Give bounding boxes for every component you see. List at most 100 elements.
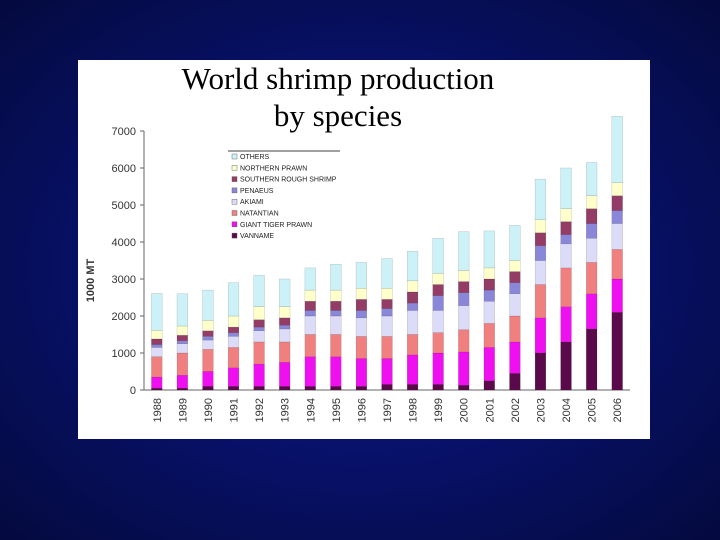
bar-segment (202, 320, 214, 332)
y-tick-label: 0 (130, 385, 136, 397)
bar-segment (483, 267, 495, 280)
bar-segment (458, 329, 470, 353)
bar-segment (586, 262, 598, 295)
bar-segment (381, 384, 393, 391)
bar-segment (611, 312, 623, 391)
bar-segment (279, 328, 291, 343)
bar-segment (560, 267, 572, 307)
bar-segment (611, 210, 623, 224)
bar-segment (151, 347, 163, 357)
x-tick-label: 1989 (177, 398, 189, 422)
bar-segment (253, 275, 265, 307)
bar-segment (151, 338, 163, 345)
bar-segment (586, 195, 598, 209)
bar-segment (509, 271, 521, 283)
bar-segment (458, 351, 470, 386)
y-tick-label: 2000 (112, 311, 136, 323)
bar-segment (458, 305, 470, 330)
legend-swatch (231, 232, 238, 239)
bar-segment (483, 278, 495, 291)
bar-segment (432, 295, 444, 311)
bar-segment (381, 258, 393, 289)
bar-segment (509, 341, 521, 374)
bar-segment (151, 344, 163, 348)
chart-title-line-2: by species (273, 98, 403, 133)
bar-segment (483, 380, 495, 391)
bar-segment (355, 358, 367, 387)
bar-segment (534, 260, 547, 285)
bar-segment (176, 340, 188, 344)
bar-segment (586, 208, 598, 224)
x-tick-label: 2005 (587, 398, 599, 422)
y-tick-label: 6000 (112, 163, 136, 175)
bar-segment (509, 293, 521, 317)
legend-entry: SOUTHERN ROUGH SHRIMP (240, 177, 337, 184)
bar-segment (534, 352, 547, 391)
bar-segment (355, 262, 367, 289)
bar-segment (407, 291, 419, 304)
bar-segment (330, 334, 342, 357)
bar-segment (176, 387, 188, 391)
bar-segment (560, 208, 572, 222)
bar-segment (330, 315, 342, 335)
x-tick-label: 1992 (254, 398, 266, 422)
bar-segment (151, 293, 163, 331)
x-tick-label: 2002 (510, 398, 522, 422)
bar-segment (330, 386, 342, 391)
bar-segment (279, 325, 291, 330)
bar-segment (202, 339, 214, 350)
bar-segment (355, 310, 367, 319)
bar-segment (611, 116, 623, 183)
bar-segment (509, 260, 521, 272)
bar-segment (381, 358, 393, 385)
bar-segment (509, 373, 521, 391)
bar-segment (432, 310, 444, 333)
bar-segment (560, 243, 572, 269)
bar-segment (151, 376, 163, 389)
bar-segment (330, 300, 342, 311)
bar-segment (227, 347, 240, 369)
bar-segment (534, 284, 547, 319)
x-tick-label: 1995 (331, 398, 343, 422)
bar-segment (279, 317, 291, 326)
bar-segment (227, 282, 240, 317)
bar-segment (330, 310, 342, 317)
bar-segment (534, 178, 547, 220)
bar-segment (227, 326, 240, 333)
bar-segment (227, 367, 240, 387)
x-tick-label: 1991 (229, 398, 241, 422)
bar-segment (407, 384, 419, 391)
x-tick-label: 1999 (433, 398, 445, 422)
legend-swatch (231, 187, 238, 194)
bar-segment (279, 341, 291, 363)
bar-segment (176, 293, 188, 327)
bar-segment (330, 263, 342, 291)
bar-segment (432, 384, 444, 391)
bar-segment (560, 306, 572, 343)
legend-entry: NATANTIAN (240, 211, 279, 218)
bar-segment (534, 245, 547, 261)
bar-segment (227, 315, 240, 328)
bar-segment (151, 387, 163, 391)
bar-segment (407, 302, 419, 311)
x-tick-label: 1997 (382, 398, 394, 422)
bar-segment (176, 343, 188, 354)
legend-entry: GIANT TIGER PRAWN (240, 222, 312, 229)
bar-segment (202, 336, 214, 341)
legend-background (228, 151, 340, 248)
legend-swatch (231, 210, 238, 216)
bar-segment (458, 270, 470, 282)
bar-segment (253, 326, 265, 332)
bar-segment (151, 356, 163, 378)
y-tick-label: 3000 (112, 274, 136, 286)
legend: OTHERS NORTHERN PRAWN SOUTHERN ROUGH SHRIM… (228, 150, 340, 248)
x-tick-label: 2001 (484, 398, 496, 422)
bar-segment (407, 310, 419, 335)
bar-segment (381, 315, 393, 337)
bar-segment (611, 223, 623, 250)
bar-segment (355, 317, 367, 337)
bar-segment (407, 354, 419, 385)
bar-segment (534, 317, 547, 354)
bar-segment (202, 386, 214, 391)
